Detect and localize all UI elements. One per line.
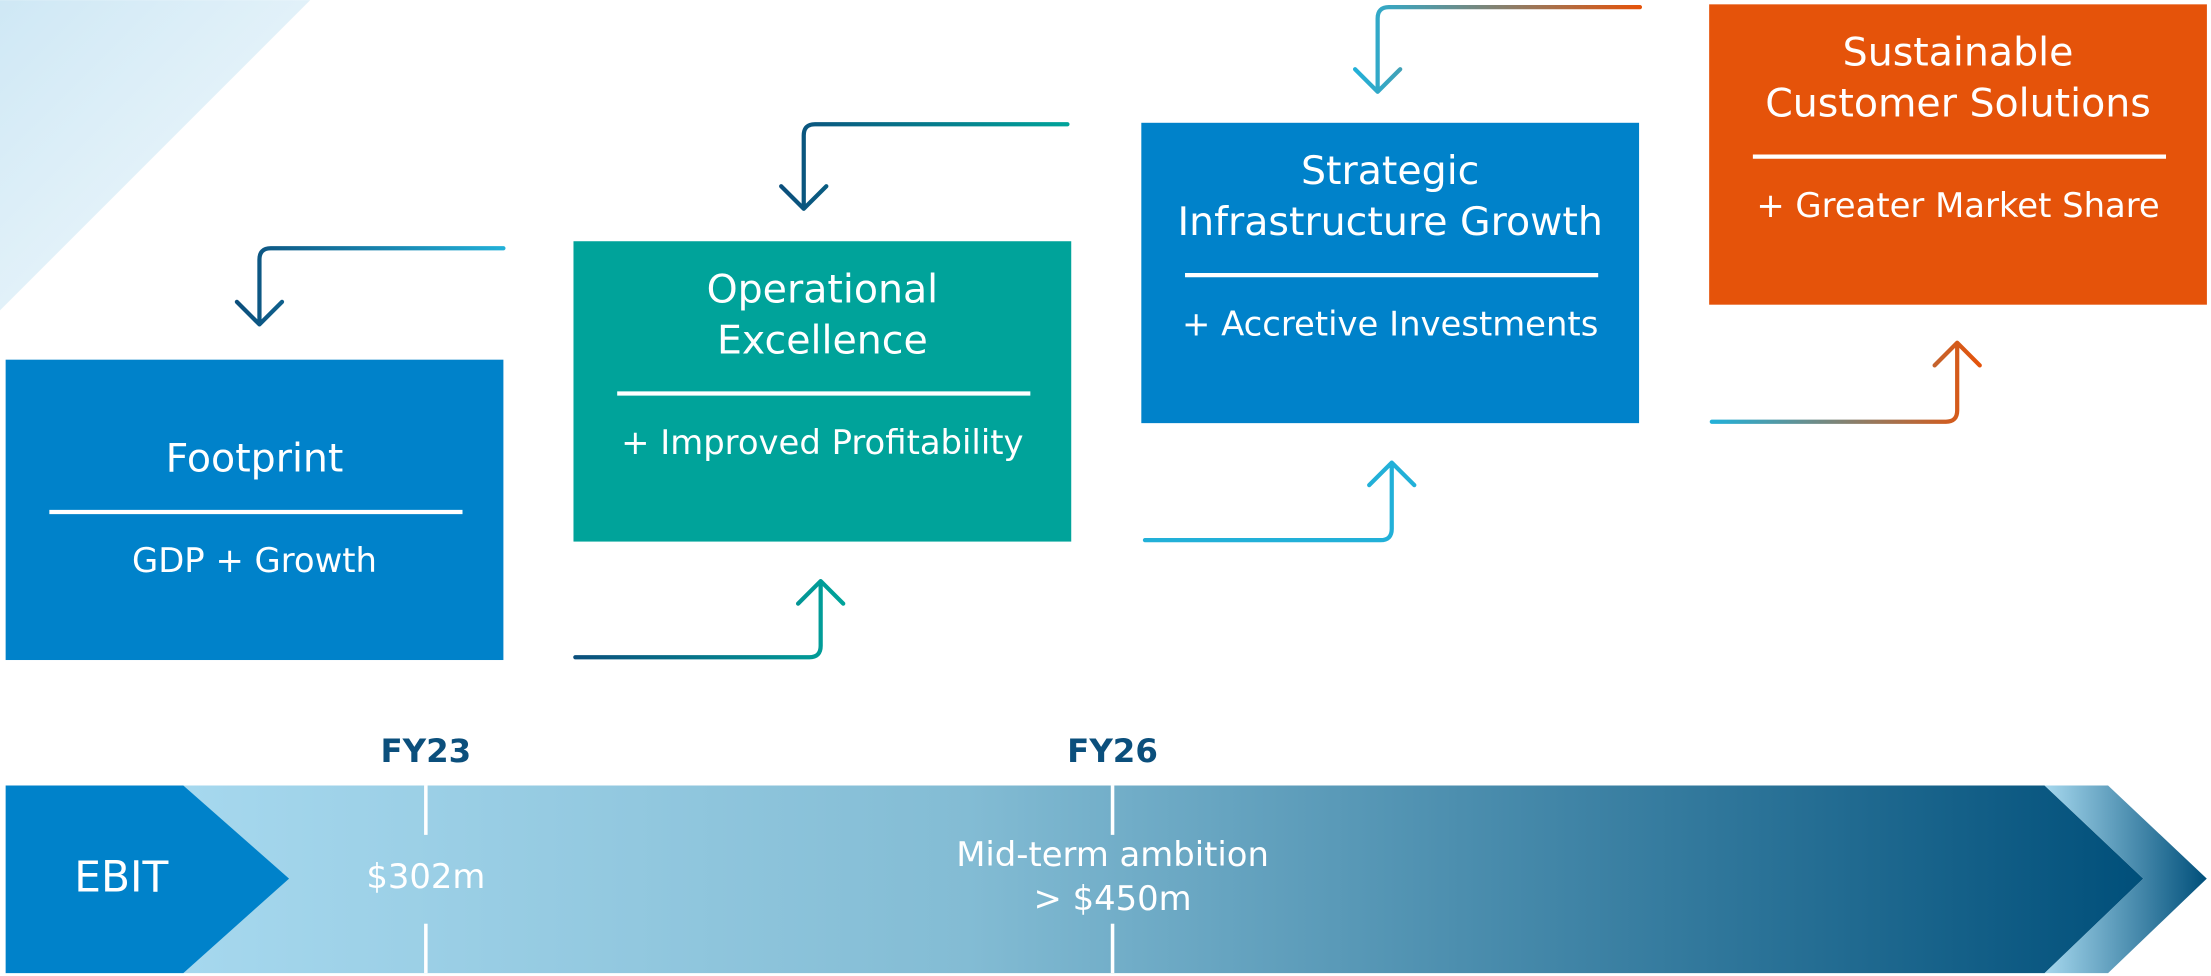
arrow-down: [234, 246, 506, 327]
markers: FY23 $302m FY26 Mid-term ambition > $450m: [366, 732, 1269, 974]
ebit-value: $302m: [366, 857, 485, 896]
arrow-up: [573, 578, 846, 660]
label-chevron: [5, 785, 290, 974]
arrow-down: [779, 122, 1070, 211]
timeline-tip: [2044, 785, 2207, 974]
arrow-up: [1709, 340, 1982, 424]
ebit-value: > $450m: [1033, 879, 1191, 918]
box-subtitle: + Greater Market Share: [1756, 186, 2159, 225]
box-bg: [573, 241, 1072, 542]
arrows: [234, 5, 1982, 660]
box-title: Footprint: [166, 436, 344, 482]
box-title: Infrastructure Growth: [1177, 199, 1602, 245]
box-title: Sustainable: [1843, 30, 2074, 76]
box-subtitle: + Accretive Investments: [1182, 304, 1598, 343]
box: Footprint GDP + Growth: [5, 359, 504, 661]
ebit-value: Mid-term ambition: [956, 835, 1269, 874]
box-title: Strategic: [1301, 148, 1479, 194]
box-title: Excellence: [717, 317, 928, 363]
boxes: Footprint GDP + Growth Operational Excellen…: [5, 4, 2207, 661]
box-title: Customer Solutions: [1765, 80, 2151, 126]
corner-decoration: [0, 0, 311, 311]
arrow-up: [1142, 460, 1417, 543]
period: FY26: [1067, 732, 1158, 770]
timeline-band: [183, 785, 2144, 974]
period: FY23: [380, 732, 471, 770]
box-subtitle: + Improved Profitability: [621, 423, 1023, 462]
box: Operational Excellence + Improved Profitab…: [573, 241, 1072, 542]
timeline: EBIT FY23 $302m FY26 Mid-term ambition > $45…: [5, 732, 2207, 974]
box: Strategic Infrastructure Growth + Accretiv…: [1141, 122, 1640, 424]
box-subtitle: GDP + Growth: [132, 541, 377, 580]
box-bg: [1141, 122, 1640, 424]
timeline-label: EBIT: [74, 853, 168, 902]
arrow-down: [1352, 5, 1643, 94]
box-title: Operational: [707, 266, 939, 312]
